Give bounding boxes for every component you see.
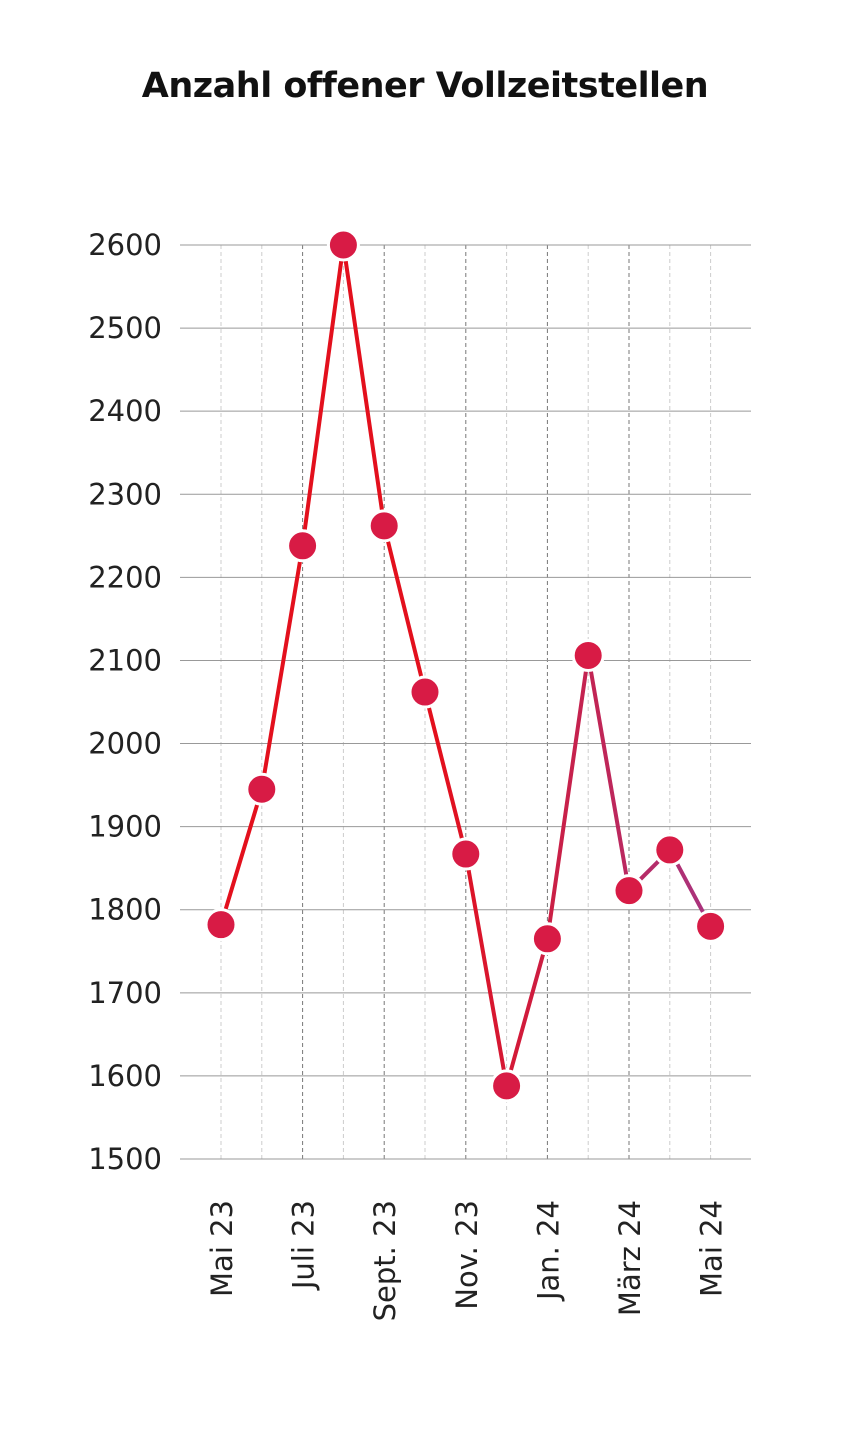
- y-tick-label: 2000: [88, 727, 162, 761]
- x-tick-label: Mai 23: [205, 1200, 239, 1297]
- y-tick-label: 2300: [88, 477, 162, 511]
- data-point: [530, 922, 564, 956]
- y-tick-label: 2100: [88, 643, 162, 677]
- y-tick-label: 2200: [88, 560, 162, 594]
- x-tick-label: Nov. 23: [450, 1200, 484, 1310]
- y-tick-label: 2500: [88, 311, 162, 345]
- vertical-gridlines: [220, 245, 712, 1159]
- x-axis-tick-labels: Mai 23 Juli 23 Sept. 23 Nov. 23 Jan. 24 März …: [205, 1200, 729, 1321]
- data-point: [571, 638, 605, 672]
- y-tick-label: 2600: [88, 228, 162, 262]
- x-tick-label: Juli 23: [287, 1200, 321, 1291]
- chart-title: Anzahl offener Vollzeitstellen: [141, 66, 709, 106]
- y-tick-label: 1700: [88, 976, 162, 1010]
- y-tick-label: 1800: [88, 893, 162, 927]
- data-point: [653, 833, 687, 867]
- horizontal-gridlines: [180, 244, 751, 1160]
- series-markers: [204, 228, 728, 1103]
- data-point: [612, 874, 646, 908]
- x-tick-label: Jan. 24: [531, 1200, 565, 1302]
- data-point: [694, 909, 728, 943]
- x-tick-label: Mai 24: [695, 1200, 729, 1297]
- y-tick-label: 1500: [88, 1142, 162, 1176]
- data-point: [408, 675, 442, 709]
- data-point: [367, 509, 401, 543]
- data-point: [326, 228, 360, 262]
- data-point: [490, 1069, 524, 1103]
- data-point: [449, 837, 483, 871]
- y-tick-label: 1900: [88, 810, 162, 844]
- x-tick-label: Sept. 23: [368, 1200, 402, 1321]
- y-tick-label: 1600: [88, 1059, 162, 1093]
- x-tick-label: März 24: [613, 1200, 647, 1316]
- data-point: [245, 772, 279, 806]
- data-point: [286, 529, 320, 563]
- data-point: [204, 908, 238, 942]
- y-axis-tick-labels: 1500 1600 1700 1800 1900 2000 2100 2200 2300 2400…: [88, 228, 162, 1176]
- y-tick-label: 2400: [88, 394, 162, 428]
